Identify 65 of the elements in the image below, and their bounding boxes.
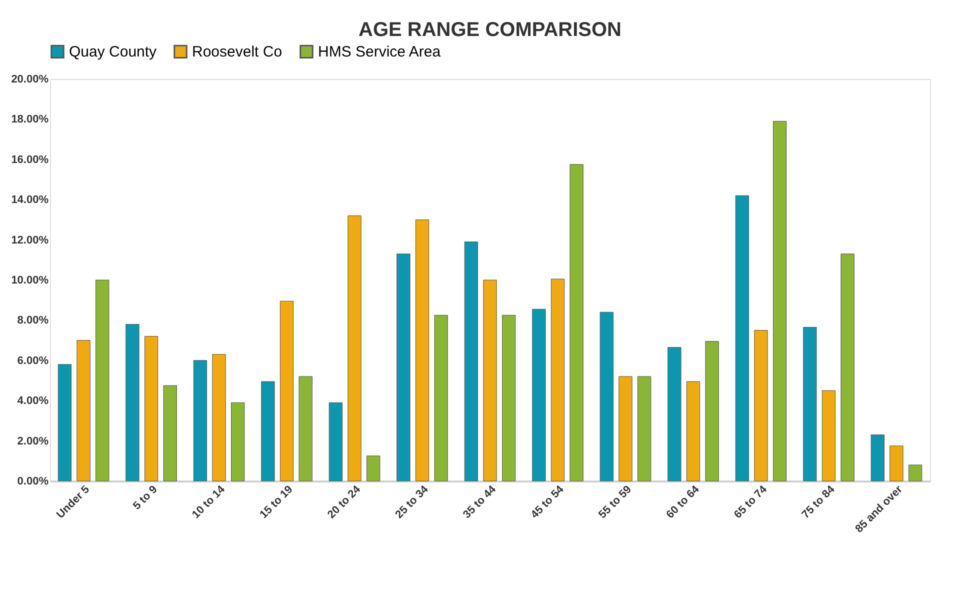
y-tick-label: 6.00%: [17, 354, 49, 367]
x-tick-label: 65 to 74: [732, 482, 770, 521]
bar: [328, 402, 343, 482]
bar: [348, 215, 362, 482]
y-tick-label: 14.00%: [11, 194, 49, 206]
bar: [261, 381, 275, 482]
x-tick-label: 20 to 24: [326, 482, 364, 521]
bar: [415, 219, 430, 482]
bar: [822, 390, 836, 482]
x-tick-label: 45 to 54: [528, 482, 567, 521]
bar: [705, 341, 719, 482]
y-tick-label: 0.00%: [17, 476, 49, 488]
bar: [76, 340, 90, 482]
bar: [772, 120, 787, 482]
bar: [464, 242, 478, 482]
y-tick-label: 16.00%: [11, 154, 49, 166]
bar: [193, 360, 208, 482]
bar: [686, 381, 700, 482]
y-tick-label: 12.00%: [11, 234, 49, 246]
bar: [280, 300, 294, 482]
bar: [434, 314, 448, 482]
bar: [532, 308, 546, 482]
bar: [870, 434, 884, 482]
bar: [366, 456, 380, 482]
chart-title: AGE RANGE COMPARISON: [358, 19, 622, 41]
bar: [212, 354, 226, 482]
y-tick-label: 8.00%: [17, 314, 49, 327]
bar: [668, 347, 682, 482]
bar: [396, 254, 410, 482]
bar: [298, 376, 312, 482]
bar: [144, 336, 158, 482]
bar: [96, 280, 110, 482]
x-tick-label: 5 to 9: [130, 484, 160, 512]
bar: [163, 385, 177, 482]
x-tick-label: 75 to 84: [800, 482, 838, 521]
x-tick-label: 15 to 19: [258, 484, 296, 521]
bar: [58, 364, 72, 482]
x-tick-label: 60 to 64: [664, 482, 702, 521]
bar: [890, 446, 904, 482]
y-tick-label: 4.00%: [17, 395, 49, 408]
legend-label: HMS Service Area: [318, 44, 442, 61]
bar: [803, 326, 817, 482]
bar: [502, 314, 516, 482]
bar: [483, 280, 497, 482]
bar: [754, 330, 768, 482]
x-tick-label: 35 to 44: [461, 482, 500, 521]
legend-label: Quay County: [69, 44, 158, 61]
bar: [600, 312, 614, 482]
bar: [840, 254, 854, 482]
bar: [126, 324, 140, 482]
x-tick-label: 25 to 34: [393, 482, 432, 521]
y-tick-label: 10.00%: [11, 274, 49, 286]
legend-label: Roosevelt Co: [192, 44, 282, 61]
bar: [637, 376, 652, 482]
bar: [570, 164, 584, 482]
bar: [550, 278, 565, 482]
bar: [231, 402, 245, 482]
bar: [735, 195, 749, 482]
y-tick-label: 18.00%: [11, 114, 49, 126]
x-tick-label: 55 to 59: [596, 484, 634, 521]
y-tick-label: 2.00%: [17, 435, 49, 448]
bar: [908, 464, 922, 482]
bar: [618, 376, 632, 482]
y-tick-label: 20.00%: [11, 74, 49, 86]
x-tick-label: 10 to 14: [190, 482, 228, 521]
